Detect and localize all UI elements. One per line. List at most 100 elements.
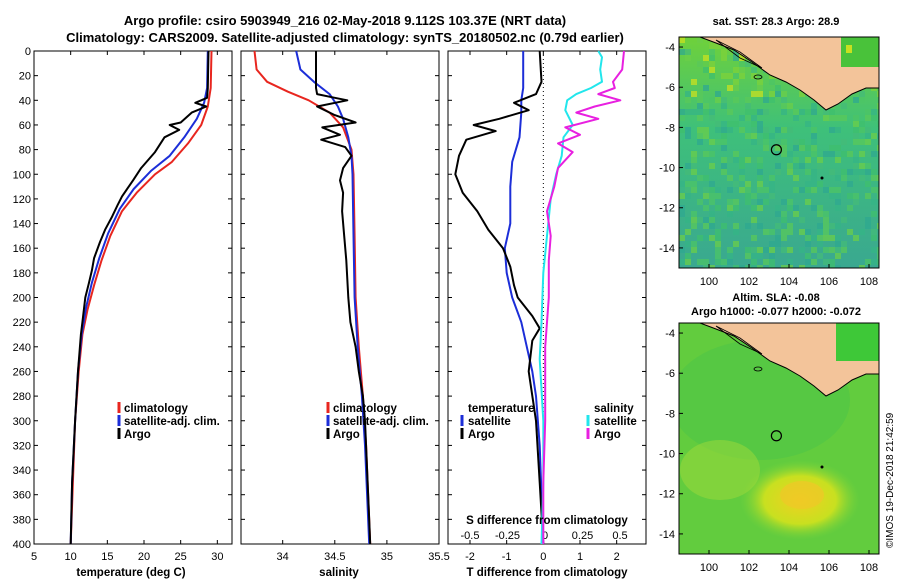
sst-pixel	[871, 109, 877, 115]
s-diff-tick-label: -0.25	[495, 530, 520, 542]
sst-pixel	[871, 151, 877, 157]
sst-pixel	[715, 91, 721, 97]
sst-pixel	[853, 163, 859, 169]
sst-pixel	[781, 265, 787, 268]
sst-pixel	[781, 247, 787, 253]
sst-pixel	[745, 103, 751, 109]
sst-pixel	[841, 151, 847, 157]
sst-pixel	[721, 157, 727, 163]
sst-pixel	[829, 235, 835, 241]
sst-pixel	[805, 253, 811, 259]
sst-pixel	[877, 145, 879, 151]
sst-pixel	[721, 169, 727, 175]
sst-pixel	[679, 247, 685, 253]
sst-pixel	[829, 247, 835, 253]
temperature-legend: climatology satellite-adj. clim. Argo	[117, 402, 220, 441]
sst-pixel	[751, 205, 757, 211]
sst-pixel	[685, 127, 691, 133]
sst-pixel	[817, 163, 823, 169]
legend-label-argo: Argo	[124, 429, 151, 441]
x-tick-label: 0	[540, 551, 546, 563]
y-tick-label: 0	[25, 46, 31, 58]
sst-pixel	[865, 133, 871, 139]
sst-pixel	[757, 85, 763, 91]
difference-xlabel: T difference from climatology	[466, 567, 628, 579]
sst-pixel	[823, 151, 829, 157]
sst-pixel	[787, 103, 793, 109]
sst-pixel	[709, 187, 715, 193]
sst-pixel	[709, 235, 715, 241]
sst-pixel	[853, 235, 859, 241]
sst-pixel	[727, 109, 733, 115]
map-x-tick-label: 104	[780, 562, 798, 574]
sst-pixel	[877, 193, 879, 199]
sst-pixel	[835, 265, 841, 268]
sst-pixel	[823, 247, 829, 253]
sst-pixel	[709, 67, 715, 73]
sst-pixel	[745, 97, 751, 103]
sst-pixel	[847, 97, 853, 103]
sst-pixel	[703, 217, 709, 223]
sst-map-ticks: 100 102 104 106 108 -4 -6 -8 -10 -12 -14	[659, 42, 878, 288]
sst-pixel	[697, 127, 703, 133]
sst-pixel	[733, 265, 739, 268]
map-y-tick-label: -12	[659, 203, 675, 215]
sst-pixel	[769, 91, 775, 97]
sst-pixel	[835, 205, 841, 211]
series-line-t-argo	[454, 50, 545, 545]
sst-pixel	[721, 121, 727, 127]
x-tick-label: -2	[465, 551, 475, 563]
sst-pixel	[709, 163, 715, 169]
sst-pixel	[787, 127, 793, 133]
sst-pixel	[757, 253, 763, 259]
map-y-tick-label: -6	[665, 368, 675, 380]
sla-map-yellow-core	[780, 481, 824, 509]
sst-pixel	[853, 199, 859, 205]
sst-pixel	[799, 247, 805, 253]
sst-pixel	[769, 229, 775, 235]
sst-pixel	[799, 229, 805, 235]
sst-pixel	[757, 187, 763, 193]
sst-pixel	[751, 259, 757, 265]
sst-pixel	[799, 265, 805, 268]
y-tick-label: 340	[13, 465, 31, 477]
sst-pixel	[817, 229, 823, 235]
sst-pixel	[769, 175, 775, 181]
sst-pixel	[697, 97, 703, 103]
sst-pixel	[751, 217, 757, 223]
sst-pixel	[865, 109, 871, 115]
sst-pixel	[715, 43, 721, 49]
sst-pixel	[841, 247, 847, 253]
sst-pixel	[763, 259, 769, 265]
sst-pixel	[715, 187, 721, 193]
sst-pixel	[703, 85, 709, 91]
sst-pixel	[721, 133, 727, 139]
sst-pixel	[793, 211, 799, 217]
sst-pixel	[829, 145, 835, 151]
sst-pixel	[733, 205, 739, 211]
legend-label-satellite: satellite-adj. clim.	[333, 416, 429, 428]
y-tick-label: 280	[13, 391, 31, 403]
sst-pixel	[805, 265, 811, 268]
map-x-tick-label: 102	[740, 562, 758, 574]
sst-pixel	[739, 61, 745, 67]
sst-pixel	[793, 145, 799, 151]
sst-pixel	[823, 217, 829, 223]
sst-pixel	[829, 193, 835, 199]
sst-pixel	[799, 109, 805, 115]
sst-pixel	[781, 199, 787, 205]
sst-pixel	[739, 187, 745, 193]
sst-pixel	[745, 61, 751, 67]
difference-legend: temperature satellite Argo salinity sate…	[460, 403, 637, 441]
sst-pixel	[781, 109, 787, 115]
sst-pixel	[835, 157, 841, 163]
sst-pixel	[703, 223, 709, 229]
sst-pixel	[877, 109, 879, 115]
sst-pixel	[835, 199, 841, 205]
sst-pixel	[691, 151, 697, 157]
sst-pixel	[769, 253, 775, 259]
sst-pixel	[757, 109, 763, 115]
sst-pixel	[715, 127, 721, 133]
sst-pixel	[763, 127, 769, 133]
sst-pixel	[691, 169, 697, 175]
